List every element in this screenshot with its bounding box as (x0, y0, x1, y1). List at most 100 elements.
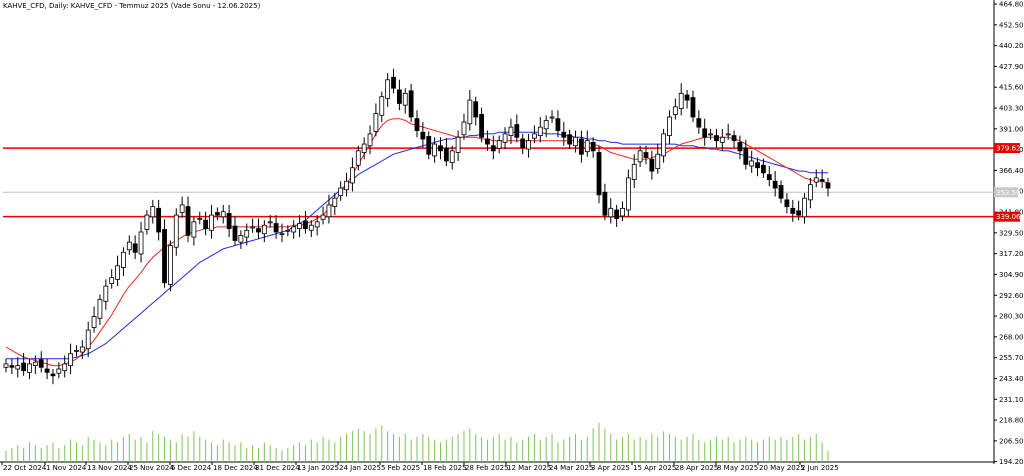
candle-body (267, 221, 273, 224)
candle-body (232, 225, 238, 241)
candle-body (214, 212, 220, 216)
candle-body (15, 365, 21, 370)
candle-body (44, 368, 50, 373)
candle-body (620, 207, 625, 217)
candle-body (402, 92, 408, 106)
candle-body (655, 153, 661, 169)
candle-body (608, 207, 614, 218)
candle-body (579, 138, 584, 155)
candle-body (696, 118, 702, 128)
y-tick-label: 255.70 (999, 354, 1024, 362)
candle-body (132, 243, 138, 253)
candle-body (737, 141, 743, 152)
candle-body (708, 133, 713, 136)
candle-body (714, 135, 719, 142)
candle-body (303, 220, 308, 230)
candle-body (261, 224, 267, 235)
candle-body (396, 89, 402, 104)
candle-body (467, 99, 473, 125)
support-level-label: 339.06 (996, 213, 1021, 221)
candle-body (772, 180, 778, 189)
candle-body (537, 126, 543, 137)
candle-body (156, 207, 162, 233)
y-tick-label: 440.20 (999, 42, 1024, 50)
candle-body (520, 138, 526, 148)
candle-body (220, 211, 226, 218)
candle-body (97, 299, 103, 319)
candle-body (449, 150, 455, 164)
candle-body (338, 187, 344, 197)
y-tick-label: 206.50 (999, 437, 1024, 445)
candle-body (250, 226, 256, 229)
candle-body (32, 361, 38, 367)
candle-body (74, 349, 79, 352)
y-tick-label: 391.00 (999, 125, 1024, 133)
candle-body (719, 136, 725, 143)
candle-body (238, 234, 244, 243)
x-tick-label: 22 Oct 2024 (3, 464, 47, 472)
candle-body (162, 229, 167, 284)
candle-body (173, 214, 179, 248)
candle-body (62, 363, 68, 372)
y-tick-label: 403.30 (999, 105, 1024, 113)
candle-body (790, 207, 796, 214)
candle-body (326, 204, 332, 218)
candle-body (432, 143, 438, 157)
candle-body (561, 131, 567, 138)
x-tick-label: 3 Apr 2025 (591, 464, 630, 472)
candle-body (543, 119, 549, 130)
candle-body (314, 221, 320, 228)
x-tick-label: 18 Dec 2024 (213, 464, 258, 472)
candle-body (256, 228, 261, 233)
y-tick-label: 218.80 (999, 417, 1024, 425)
candle-body (308, 224, 314, 231)
x-tick-label: 1 Nov 2024 (46, 464, 87, 472)
candle-body (138, 231, 144, 255)
current-price-label: 353.50 (996, 189, 1021, 197)
x-tick-label: 24 Jan 2025 (339, 464, 381, 472)
candle-body (297, 223, 302, 230)
candle-body (778, 185, 784, 199)
candle-body (590, 141, 596, 152)
current-price-badge (994, 187, 1018, 198)
candle-body (273, 223, 279, 233)
candle-body (21, 362, 27, 372)
candle-body (167, 245, 173, 285)
candle-body (56, 368, 62, 374)
candle-body (667, 116, 672, 137)
candle-body (373, 113, 379, 132)
candle-body (438, 145, 443, 152)
candle-body (796, 210, 802, 216)
ma-slow-line (6, 131, 828, 360)
x-tick-label: 2 Jun 2025 (801, 464, 839, 472)
candle-body (68, 353, 73, 367)
candle-body (661, 133, 666, 157)
chart-title: KAHVE_CFD, Daily: KAHVE_CFD - Temmuz 202… (3, 2, 261, 10)
y-tick-label: 415.60 (999, 84, 1024, 92)
candle-body (690, 97, 696, 118)
candle-body (684, 94, 690, 101)
candle-body (226, 212, 232, 230)
y-tick-label: 329.50 (999, 229, 1024, 237)
candle-body (555, 118, 561, 131)
support-level-badge (994, 211, 1020, 222)
candle-body (109, 277, 115, 284)
candle-body (191, 221, 197, 238)
candle-body (361, 143, 367, 153)
candle-body (285, 229, 291, 232)
candle-body (496, 140, 502, 149)
candle-body (485, 138, 490, 145)
y-tick-label: 194.20 (999, 458, 1024, 466)
x-tick-label: 15 Apr 2025 (633, 464, 676, 472)
candle-body (209, 214, 214, 231)
candle-body (532, 133, 537, 139)
candle-body (749, 160, 755, 167)
candle-series (3, 68, 831, 385)
y-tick-label: 268.00 (999, 333, 1024, 341)
x-tick-label: 18 Feb 2025 (423, 464, 467, 472)
candle-body (643, 152, 649, 158)
candle-body (637, 150, 643, 163)
resistance-level-label: 379.62 (996, 145, 1021, 153)
candle-body (344, 180, 349, 191)
candle-body (332, 197, 338, 208)
